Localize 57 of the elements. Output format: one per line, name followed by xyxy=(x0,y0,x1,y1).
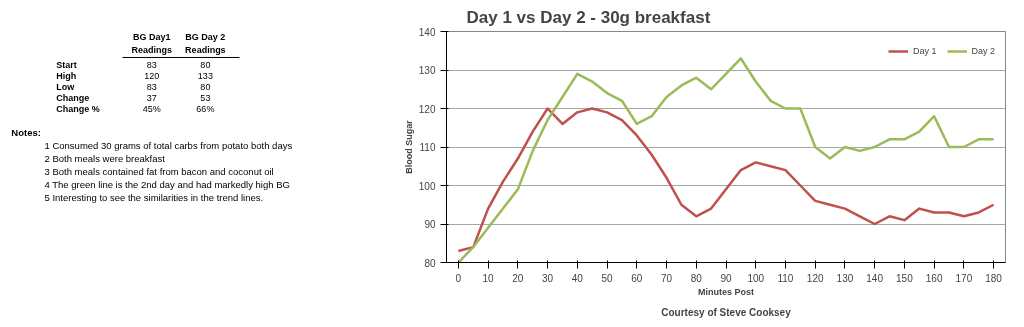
x-tick-label: 130 xyxy=(836,272,854,284)
x-tick-label: 30 xyxy=(542,272,554,284)
text: 83 xyxy=(146,82,157,93)
x-tick-label: 20 xyxy=(512,272,524,284)
line-series xyxy=(457,107,995,253)
y-tick-label: 90 xyxy=(424,219,436,230)
x-axis-title: Minutes Post xyxy=(698,286,755,297)
text: 5 Interesting to see the similarities in the trend lines. xyxy=(44,191,264,203)
legend-label: Day 2 xyxy=(971,46,995,56)
y-tick-label: 140 xyxy=(418,26,436,38)
text: Courtesy of Steve Cooksey xyxy=(661,306,792,318)
text: 80 xyxy=(200,82,211,93)
text: 83 xyxy=(146,60,157,71)
y-axis-title: Blood Sugar xyxy=(403,119,414,174)
x-tick-label: 90 xyxy=(720,272,732,284)
x-tick-label: 50 xyxy=(601,272,614,284)
y-tick-label: 100 xyxy=(418,180,436,192)
x-tick-label: 120 xyxy=(806,272,824,284)
x-tick-label: 160 xyxy=(925,272,943,284)
x-tick-label: 150 xyxy=(896,272,914,284)
text: Notes: xyxy=(11,127,41,139)
text: 66% xyxy=(196,103,215,114)
x-tick-label: 10 xyxy=(482,272,495,284)
x-tick-label: 140 xyxy=(866,272,884,284)
category-label: High xyxy=(56,71,77,82)
y-tick-label: 120 xyxy=(418,103,436,115)
category-label: Change % xyxy=(56,103,100,114)
x-tick-label: 40 xyxy=(571,272,584,284)
x-tick-label: 180 xyxy=(985,272,1003,284)
text: 2 Both meals were breakfast xyxy=(44,153,166,165)
category-label: Start xyxy=(56,60,77,71)
text: 53 xyxy=(200,92,211,103)
x-tick-label: 70 xyxy=(660,272,673,284)
text: 3 Both meals contained fat from bacon and coconut oil xyxy=(44,166,274,178)
line-series xyxy=(457,57,995,263)
text: 80 xyxy=(200,60,211,71)
x-tick-label: 100 xyxy=(747,272,765,284)
y-tick-label: 130 xyxy=(418,65,436,76)
category-label: BG Day 2 Readings xyxy=(185,32,226,56)
chart-title: Day 1 vs Day 2 - 30g breakfast xyxy=(466,7,711,27)
text: 37 xyxy=(146,92,157,103)
text: 120 xyxy=(144,71,160,82)
x-tick-label: 170 xyxy=(955,272,973,284)
text: 4 The green line is the 2nd day and had markedly high BG xyxy=(44,179,290,190)
text: 133 xyxy=(197,71,213,82)
category-label: Low xyxy=(56,82,75,93)
x-tick-label: 60 xyxy=(631,272,643,284)
x-tick-label: 110 xyxy=(777,272,794,284)
x-tick-label: 80 xyxy=(690,272,703,284)
category-label: BG Day1 Readings xyxy=(131,32,173,56)
legend-label: Day 1 xyxy=(912,46,937,56)
text: 1 Consumed 30 grams of total carbs from potato both days xyxy=(44,140,293,152)
y-tick-label: 110 xyxy=(419,142,436,153)
text: 45% xyxy=(142,103,161,114)
category-label: Change xyxy=(56,92,90,103)
x-tick-label: 0 xyxy=(455,272,462,284)
y-tick-label: 80 xyxy=(424,257,436,269)
